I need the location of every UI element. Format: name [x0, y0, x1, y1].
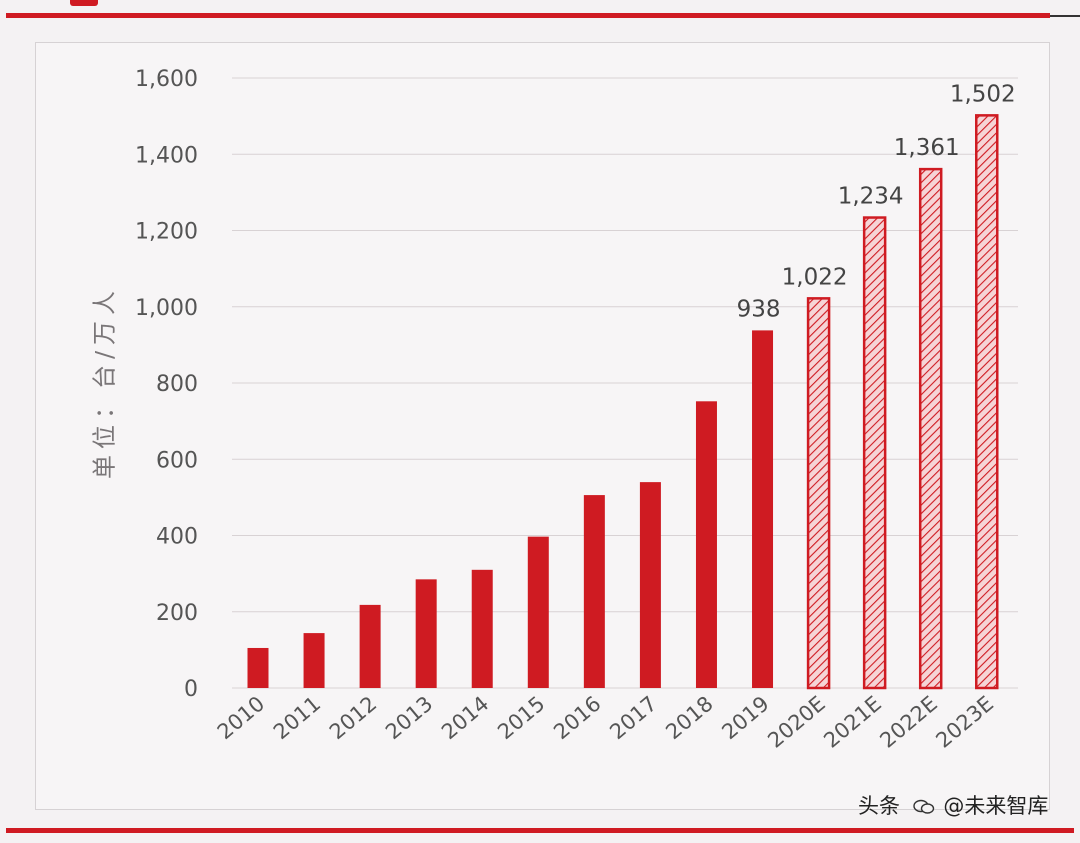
bars: [247, 114, 999, 690]
bar-2021E: [862, 216, 887, 690]
x-tick-label: 2020E: [763, 691, 830, 752]
x-tick-label: 2023E: [931, 691, 998, 752]
corner-mark: [70, 0, 98, 6]
data-label-2019: 938: [737, 296, 781, 322]
bar-2017: [639, 482, 661, 688]
y-tick-label: 200: [156, 601, 198, 626]
bar-2018: [695, 401, 717, 688]
wechat-icon: [912, 799, 934, 814]
x-tick-labels: 2010 2011 2012 2013 2014 2015 2016 2017 2018 2019…: [213, 691, 998, 752]
bar-2011: [303, 633, 325, 688]
bar-2010: [247, 647, 269, 688]
bar-2013: [415, 579, 437, 688]
y-tick-label: 1,000: [135, 296, 198, 321]
x-tick-label: 2022E: [875, 691, 942, 752]
x-tick-label: 2012: [325, 691, 381, 744]
x-tick-label: 2017: [605, 691, 661, 744]
data-label-2020E: 1,022: [782, 264, 848, 290]
data-label-2022E: 1,361: [894, 135, 960, 161]
watermark-prefix: 头条: [858, 794, 900, 818]
data-label-2021E: 1,234: [838, 184, 904, 210]
bar-2014: [471, 569, 493, 688]
x-tick-label: 2016: [549, 691, 605, 744]
y-tick-label: 400: [156, 525, 198, 550]
y-tick-label: 0: [184, 677, 198, 702]
y-tick-label: 1,200: [135, 220, 198, 245]
grid-lines: [232, 77, 1018, 689]
top-rule: [6, 13, 1050, 18]
x-tick-label: 2014: [437, 691, 493, 744]
watermark: 头条 @未来智库: [858, 790, 1048, 820]
y-tick-label: 800: [156, 372, 198, 397]
bar-2016: [583, 495, 605, 688]
bar-2023E: [975, 114, 999, 690]
bar-2019: [752, 330, 774, 688]
y-tick-labels: 0 200 400 600 800 1,000 1,200 1,400 1,600: [135, 67, 198, 702]
x-tick-label: 2021E: [819, 691, 886, 752]
y-tick-label: 1,400: [135, 143, 198, 168]
y-tick-label: 1,600: [135, 67, 198, 92]
x-tick-label: 2010: [213, 691, 269, 744]
bottom-rule: [6, 828, 1074, 833]
y-tick-label: 600: [156, 448, 198, 473]
x-tick-label: 2011: [269, 691, 325, 744]
watermark-handle: @未来智库: [943, 794, 1049, 818]
bar-2020E: [806, 297, 831, 690]
x-tick-label: 2018: [661, 691, 717, 744]
data-label-2023E: 1,502: [950, 81, 1016, 107]
bar-2022E: [918, 167, 943, 690]
x-tick-label: 2015: [493, 691, 549, 744]
x-tick-label: 2013: [381, 691, 437, 744]
bar-2012: [359, 604, 381, 688]
bar-2015: [527, 536, 549, 688]
top-rule-extension: [1050, 15, 1080, 17]
